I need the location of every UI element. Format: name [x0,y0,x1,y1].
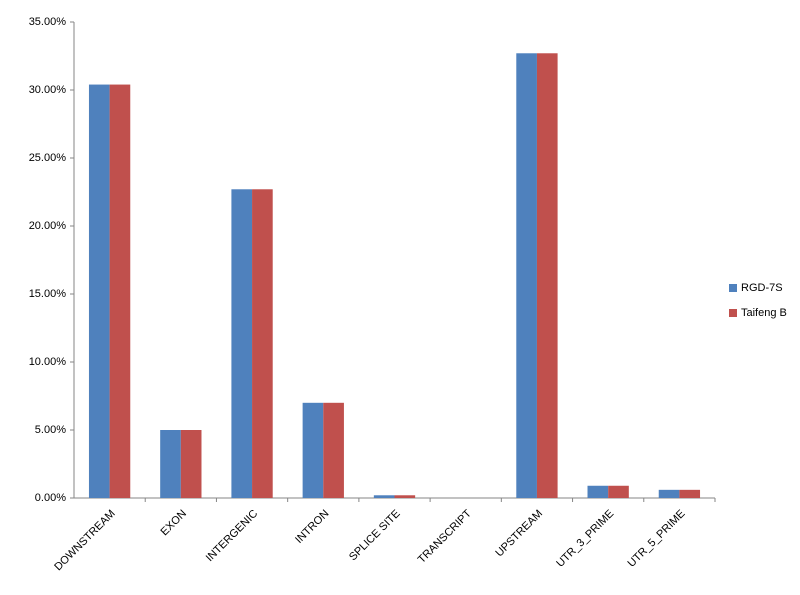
y-tick-label: 30.00% [29,84,67,96]
legend-swatch [729,284,737,292]
x-tick-label: UTR_5_PRIME [625,508,687,570]
bar [679,489,701,498]
bar [160,430,181,498]
legend-label: Taifeng B [741,307,787,319]
x-tick-label: UTR_3_PRIME [554,508,616,570]
bar [302,402,324,498]
y-tick-label: 25.00% [29,152,67,164]
y-tick-label: 5.00% [35,424,66,436]
x-tick-label: EXON [158,508,189,539]
bar [88,84,110,498]
x-tick-label: SPLICE SITE [347,508,403,564]
y-tick-label: 10.00% [29,356,67,368]
x-tick-label: TRANSCRIPT [416,507,474,565]
x-tick-label: DOWNSTREAM [52,508,118,574]
bar [109,84,131,498]
bar [180,430,202,498]
bar [536,53,558,498]
bar [658,489,680,498]
bar [231,189,253,498]
bar [323,402,344,498]
bar [608,485,629,498]
bar [373,495,395,498]
bar [516,53,537,498]
y-tick-label: 0.00% [35,492,66,504]
y-tick-label: 35.00% [29,16,67,28]
y-tick-label: 15.00% [29,288,67,300]
legend-label: RGD-7S [741,282,783,294]
bar [587,485,609,498]
bar [394,495,416,498]
x-tick-label: UPSTREAM [493,508,545,560]
x-tick-label: INTRON [293,508,331,546]
x-tick-label: INTERGENIC [204,508,260,564]
bar [252,189,273,498]
legend-swatch [729,309,737,317]
y-tick-label: 20.00% [29,220,67,232]
